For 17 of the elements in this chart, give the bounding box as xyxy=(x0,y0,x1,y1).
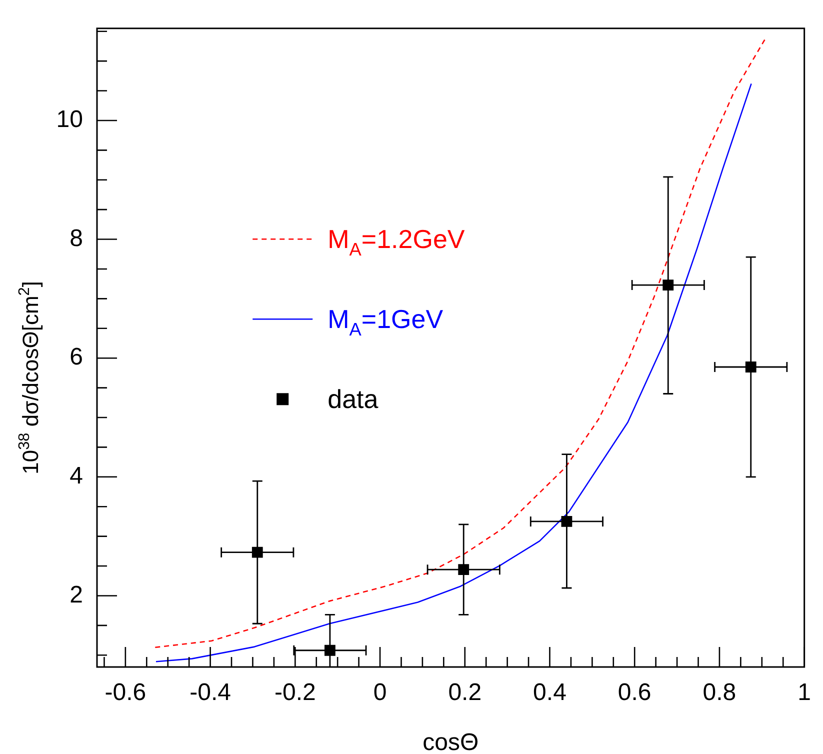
y-tick-label: 8 xyxy=(70,224,83,252)
x-tick-label: -0.2 xyxy=(274,679,316,706)
x-tick-label: -0.4 xyxy=(190,679,231,706)
x-tick-label: 0.4 xyxy=(533,679,566,706)
y-tick-label: 6 xyxy=(70,344,83,371)
x-tick-label: 0.6 xyxy=(618,679,652,706)
x-tick-label: -0.6 xyxy=(104,679,146,706)
x-tick-label: 0 xyxy=(373,679,387,706)
y-tick-label: 4 xyxy=(70,462,83,490)
legend-label: data xyxy=(328,384,379,414)
y-tick-label: 2 xyxy=(70,581,83,608)
x-axis-title: cosΘ xyxy=(422,729,479,754)
y-axis-title: 1038 dσ/dcosΘ[cm2] xyxy=(16,281,43,474)
x-tick-label: 0.8 xyxy=(702,679,736,706)
x-tick-label: 1 xyxy=(798,679,812,706)
y-tick-label: 10 xyxy=(56,106,83,134)
x-tick-label: 0.2 xyxy=(448,679,482,706)
